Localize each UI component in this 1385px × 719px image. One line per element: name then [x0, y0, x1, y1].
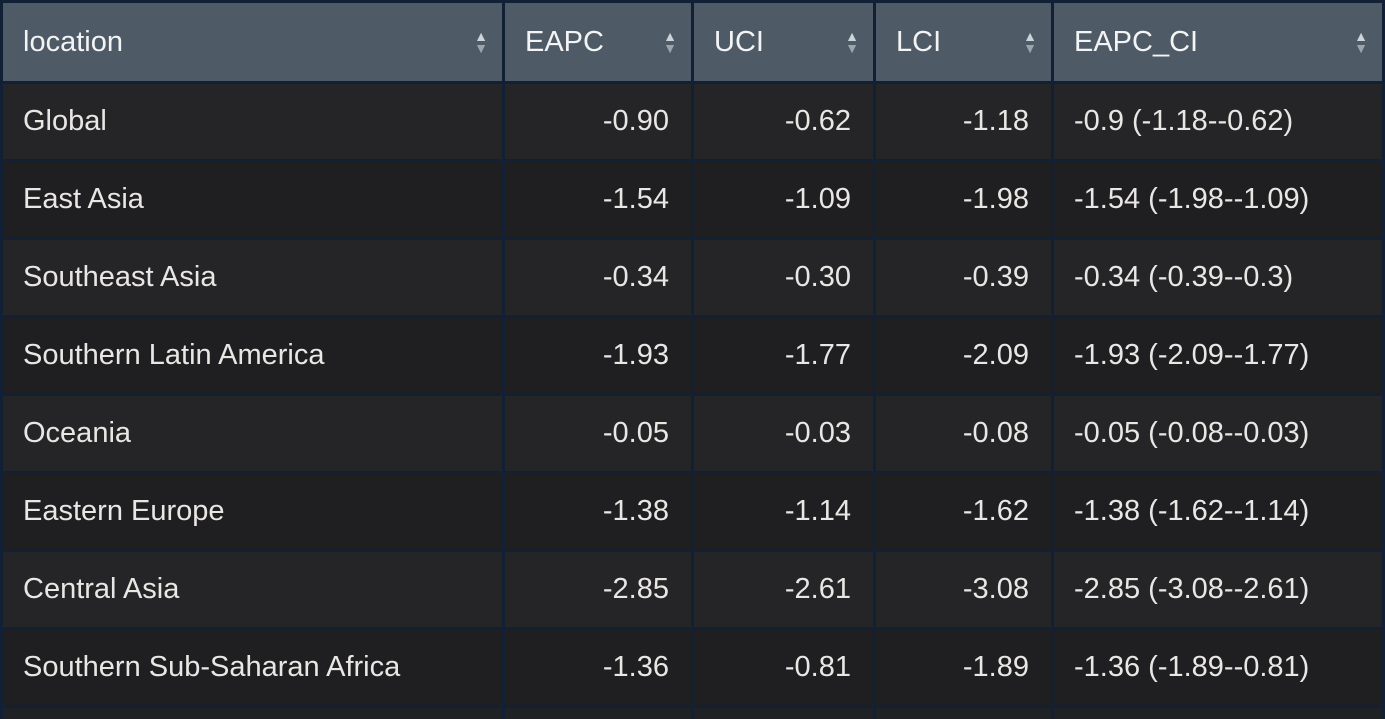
- header-row: location ▲ ▼ EAPC ▲ ▼ UCI ▲ ▼ LCI ▲ ▼ EAPC_CI ▲ ▼: [3, 3, 1382, 81]
- cell-eapc: -0.05: [505, 396, 691, 471]
- cell-eapc: -0.90: [505, 84, 691, 159]
- sort-ascending-icon: ▲: [474, 28, 488, 44]
- partial-cell: [694, 708, 873, 719]
- cell-lci: -1.89: [876, 630, 1051, 705]
- sort-icon[interactable]: ▲ ▼: [466, 28, 488, 56]
- cell-location: Central Asia: [3, 552, 502, 627]
- partial-cell: [505, 708, 691, 719]
- column-header-label: EAPC_CI: [1074, 25, 1199, 58]
- cell-eapc-ci: -1.54 (-1.98--1.09): [1054, 162, 1382, 237]
- cell-eapc-ci: -2.85 (-3.08--2.61): [1054, 552, 1382, 627]
- cell-location: Southern Latin America: [3, 318, 502, 393]
- cell-eapc-ci: -1.38 (-1.62--1.14): [1054, 474, 1382, 549]
- column-header-content: UCI ▲ ▼: [714, 26, 859, 59]
- cell-lci: -1.98: [876, 162, 1051, 237]
- partial-cell: [1054, 708, 1382, 719]
- cell-location: Oceania: [3, 396, 502, 471]
- cell-eapc-ci: -0.9 (-1.18--0.62): [1054, 84, 1382, 159]
- cell-lci: -1.18: [876, 84, 1051, 159]
- cell-location: Eastern Europe: [3, 474, 502, 549]
- sort-ascending-icon: ▲: [1023, 28, 1037, 44]
- cell-uci: -1.09: [694, 162, 873, 237]
- sort-icon[interactable]: ▲ ▼: [655, 28, 677, 56]
- table-header-row: location ▲ ▼ EAPC ▲ ▼ UCI ▲ ▼ LCI ▲ ▼ EAPC_CI ▲ ▼: [3, 3, 1382, 81]
- table-row: Oceania -0.05 -0.03 -0.08 -0.05 (-0.08--0.03…: [3, 396, 1382, 471]
- sort-icon[interactable]: ▲ ▼: [1346, 28, 1368, 56]
- cell-lci: -1.62: [876, 474, 1051, 549]
- cell-lci: -0.39: [876, 240, 1051, 315]
- cell-uci: -0.03: [694, 396, 873, 471]
- table-row: Southern Sub-Saharan Africa -1.36 -0.81 -1.…: [3, 630, 1382, 705]
- cell-uci: -1.77: [694, 318, 873, 393]
- table-row: Eastern Europe -1.38 -1.14 -1.62 -1.38 (-1.6…: [3, 474, 1382, 549]
- cell-lci: -2.09: [876, 318, 1051, 393]
- cell-lci: -0.08: [876, 396, 1051, 471]
- partial-cell: [3, 708, 502, 719]
- sort-descending-icon: ▼: [1023, 40, 1037, 56]
- cell-location: East Asia: [3, 162, 502, 237]
- cell-eapc: -1.54: [505, 162, 691, 237]
- cell-uci: -0.62: [694, 84, 873, 159]
- column-header-label: LCI: [896, 25, 942, 58]
- cell-location: Global: [3, 84, 502, 159]
- sort-descending-icon: ▼: [663, 40, 677, 56]
- cell-uci: -1.14: [694, 474, 873, 549]
- table-row: Central Asia -2.85 -2.61 -3.08 -2.85 (-3.08-…: [3, 552, 1382, 627]
- sort-icon[interactable]: ▲ ▼: [837, 28, 859, 56]
- table-row: Global -0.90 -0.62 -1.18 -0.9 (-1.18--0.62): [3, 84, 1382, 159]
- sort-descending-icon: ▼: [474, 40, 488, 56]
- cell-eapc: -1.36: [505, 630, 691, 705]
- column-header-location[interactable]: location ▲ ▼: [3, 3, 502, 81]
- cell-eapc: -2.85: [505, 552, 691, 627]
- table-row: Southeast Asia -0.34 -0.30 -0.39 -0.34 (-0.3…: [3, 240, 1382, 315]
- sort-ascending-icon: ▲: [663, 28, 677, 44]
- column-header-label: EAPC: [525, 25, 604, 58]
- sort-descending-icon: ▼: [845, 40, 859, 56]
- table-row: East Asia -1.54 -1.09 -1.98 -1.54 (-1.98--1.…: [3, 162, 1382, 237]
- cell-uci: -2.61: [694, 552, 873, 627]
- column-header-eapc-ci[interactable]: EAPC_CI ▲ ▼: [1054, 3, 1382, 81]
- cell-eapc-ci: -0.34 (-0.39--0.3): [1054, 240, 1382, 315]
- cell-eapc-ci: -0.05 (-0.08--0.03): [1054, 396, 1382, 471]
- partial-cell: [876, 708, 1051, 719]
- column-header-label: location: [23, 25, 123, 58]
- cell-eapc: -1.38: [505, 474, 691, 549]
- column-header-lci[interactable]: LCI ▲ ▼: [876, 3, 1051, 81]
- cell-location: Southeast Asia: [3, 240, 502, 315]
- cell-eapc: -0.34: [505, 240, 691, 315]
- column-header-content: LCI ▲ ▼: [896, 26, 1037, 59]
- cell-uci: -0.30: [694, 240, 873, 315]
- sort-ascending-icon: ▲: [1354, 28, 1368, 44]
- table-row: Southern Latin America -1.93 -1.77 -2.09 -1.…: [3, 318, 1382, 393]
- cell-eapc: -1.93: [505, 318, 691, 393]
- column-header-uci[interactable]: UCI ▲ ▼: [694, 3, 873, 81]
- cell-eapc-ci: -1.93 (-2.09--1.77): [1054, 318, 1382, 393]
- sort-icon[interactable]: ▲ ▼: [1015, 28, 1037, 56]
- cell-eapc-ci: -1.36 (-1.89--0.81): [1054, 630, 1382, 705]
- column-header-content: EAPC_CI ▲ ▼: [1074, 26, 1368, 59]
- cell-uci: -0.81: [694, 630, 873, 705]
- column-header-eapc[interactable]: EAPC ▲ ▼: [505, 3, 691, 81]
- sort-ascending-icon: ▲: [845, 28, 859, 44]
- partial-row: [3, 708, 1382, 719]
- cell-lci: -3.08: [876, 552, 1051, 627]
- column-header-content: EAPC ▲ ▼: [525, 26, 677, 59]
- sort-descending-icon: ▼: [1354, 40, 1368, 56]
- column-header-content: location ▲ ▼: [23, 26, 488, 59]
- cell-location: Southern Sub-Saharan Africa: [3, 630, 502, 705]
- column-header-label: UCI: [714, 25, 764, 58]
